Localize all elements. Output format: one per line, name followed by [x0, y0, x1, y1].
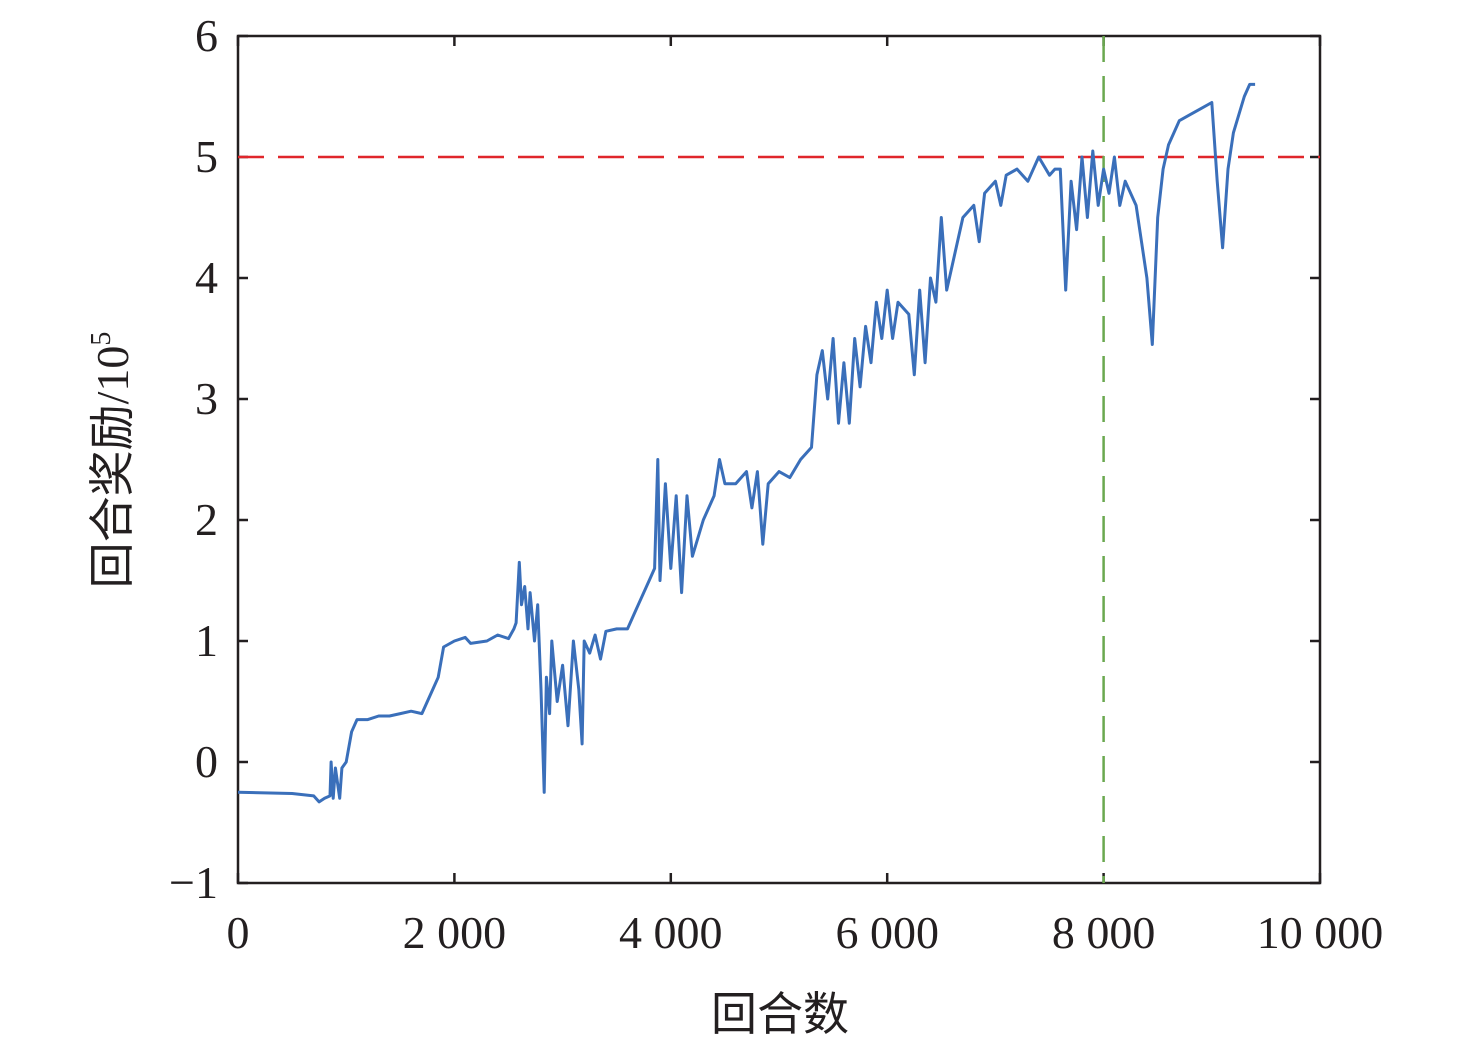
- y-tick-label: 2: [195, 494, 218, 545]
- x-tick-label: 0: [227, 907, 250, 958]
- x-tick-label: 2 000: [403, 907, 507, 958]
- y-tick-label: 3: [195, 373, 218, 424]
- y-axis-label: 回合奖励/105: [86, 332, 138, 589]
- y-tick-label: 4: [195, 252, 218, 303]
- y-tick-label: 0: [195, 736, 218, 787]
- y-tick-label: 1: [195, 615, 218, 666]
- x-tick-label: 10 000: [1257, 907, 1384, 958]
- series-line: [237, 82, 1256, 804]
- x-tick-label: 6 000: [835, 907, 939, 958]
- y-tick-label: 6: [195, 10, 218, 61]
- x-tick-label: 8 000: [1052, 907, 1156, 958]
- y-tick-label: 5: [195, 131, 218, 182]
- reference-lines: [238, 36, 1320, 883]
- x-axis-label: 回合数: [711, 989, 849, 1040]
- plot-frame: [236, 34, 1322, 885]
- x-tick-label: 4 000: [619, 907, 723, 958]
- y-tick-label: −1: [169, 857, 218, 908]
